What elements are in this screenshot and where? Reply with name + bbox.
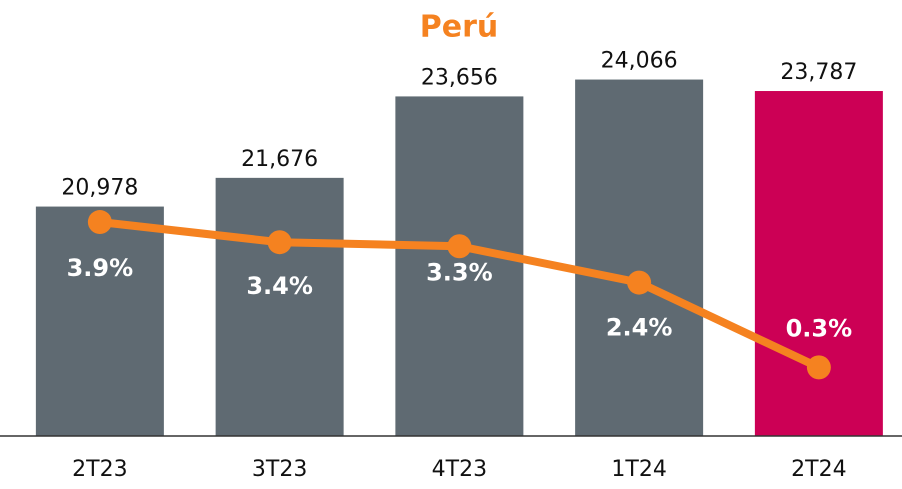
x-tick-label: 2T23 bbox=[72, 457, 127, 482]
bar-value-label: 21,676 bbox=[241, 147, 318, 172]
bar bbox=[754, 91, 883, 437]
bar bbox=[395, 96, 524, 437]
x-tick-label: 3T23 bbox=[252, 457, 307, 482]
line-point bbox=[627, 270, 652, 295]
line-value-label: 3.4% bbox=[246, 272, 313, 300]
line-value-label: 2.4% bbox=[606, 314, 673, 342]
line-point bbox=[267, 230, 292, 255]
bar-value-label: 23,787 bbox=[780, 60, 857, 85]
line-value-label: 0.3% bbox=[786, 314, 853, 342]
line-value-label: 3.9% bbox=[67, 254, 134, 282]
chart-title: Perú bbox=[420, 10, 499, 45]
bar bbox=[35, 206, 164, 436]
bar bbox=[215, 177, 344, 436]
line-point bbox=[806, 355, 831, 380]
line-point bbox=[447, 234, 472, 259]
x-tick-label: 2T24 bbox=[791, 457, 846, 482]
bar-value-label: 20,978 bbox=[61, 176, 138, 201]
line-point bbox=[87, 210, 112, 235]
bar-value-label: 23,656 bbox=[421, 65, 498, 90]
bar-value-label: 24,066 bbox=[601, 49, 678, 74]
line-value-label: 3.3% bbox=[426, 258, 493, 286]
bar bbox=[575, 79, 704, 436]
x-tick-label: 1T24 bbox=[611, 457, 666, 482]
x-tick-label: 4T23 bbox=[432, 457, 487, 482]
